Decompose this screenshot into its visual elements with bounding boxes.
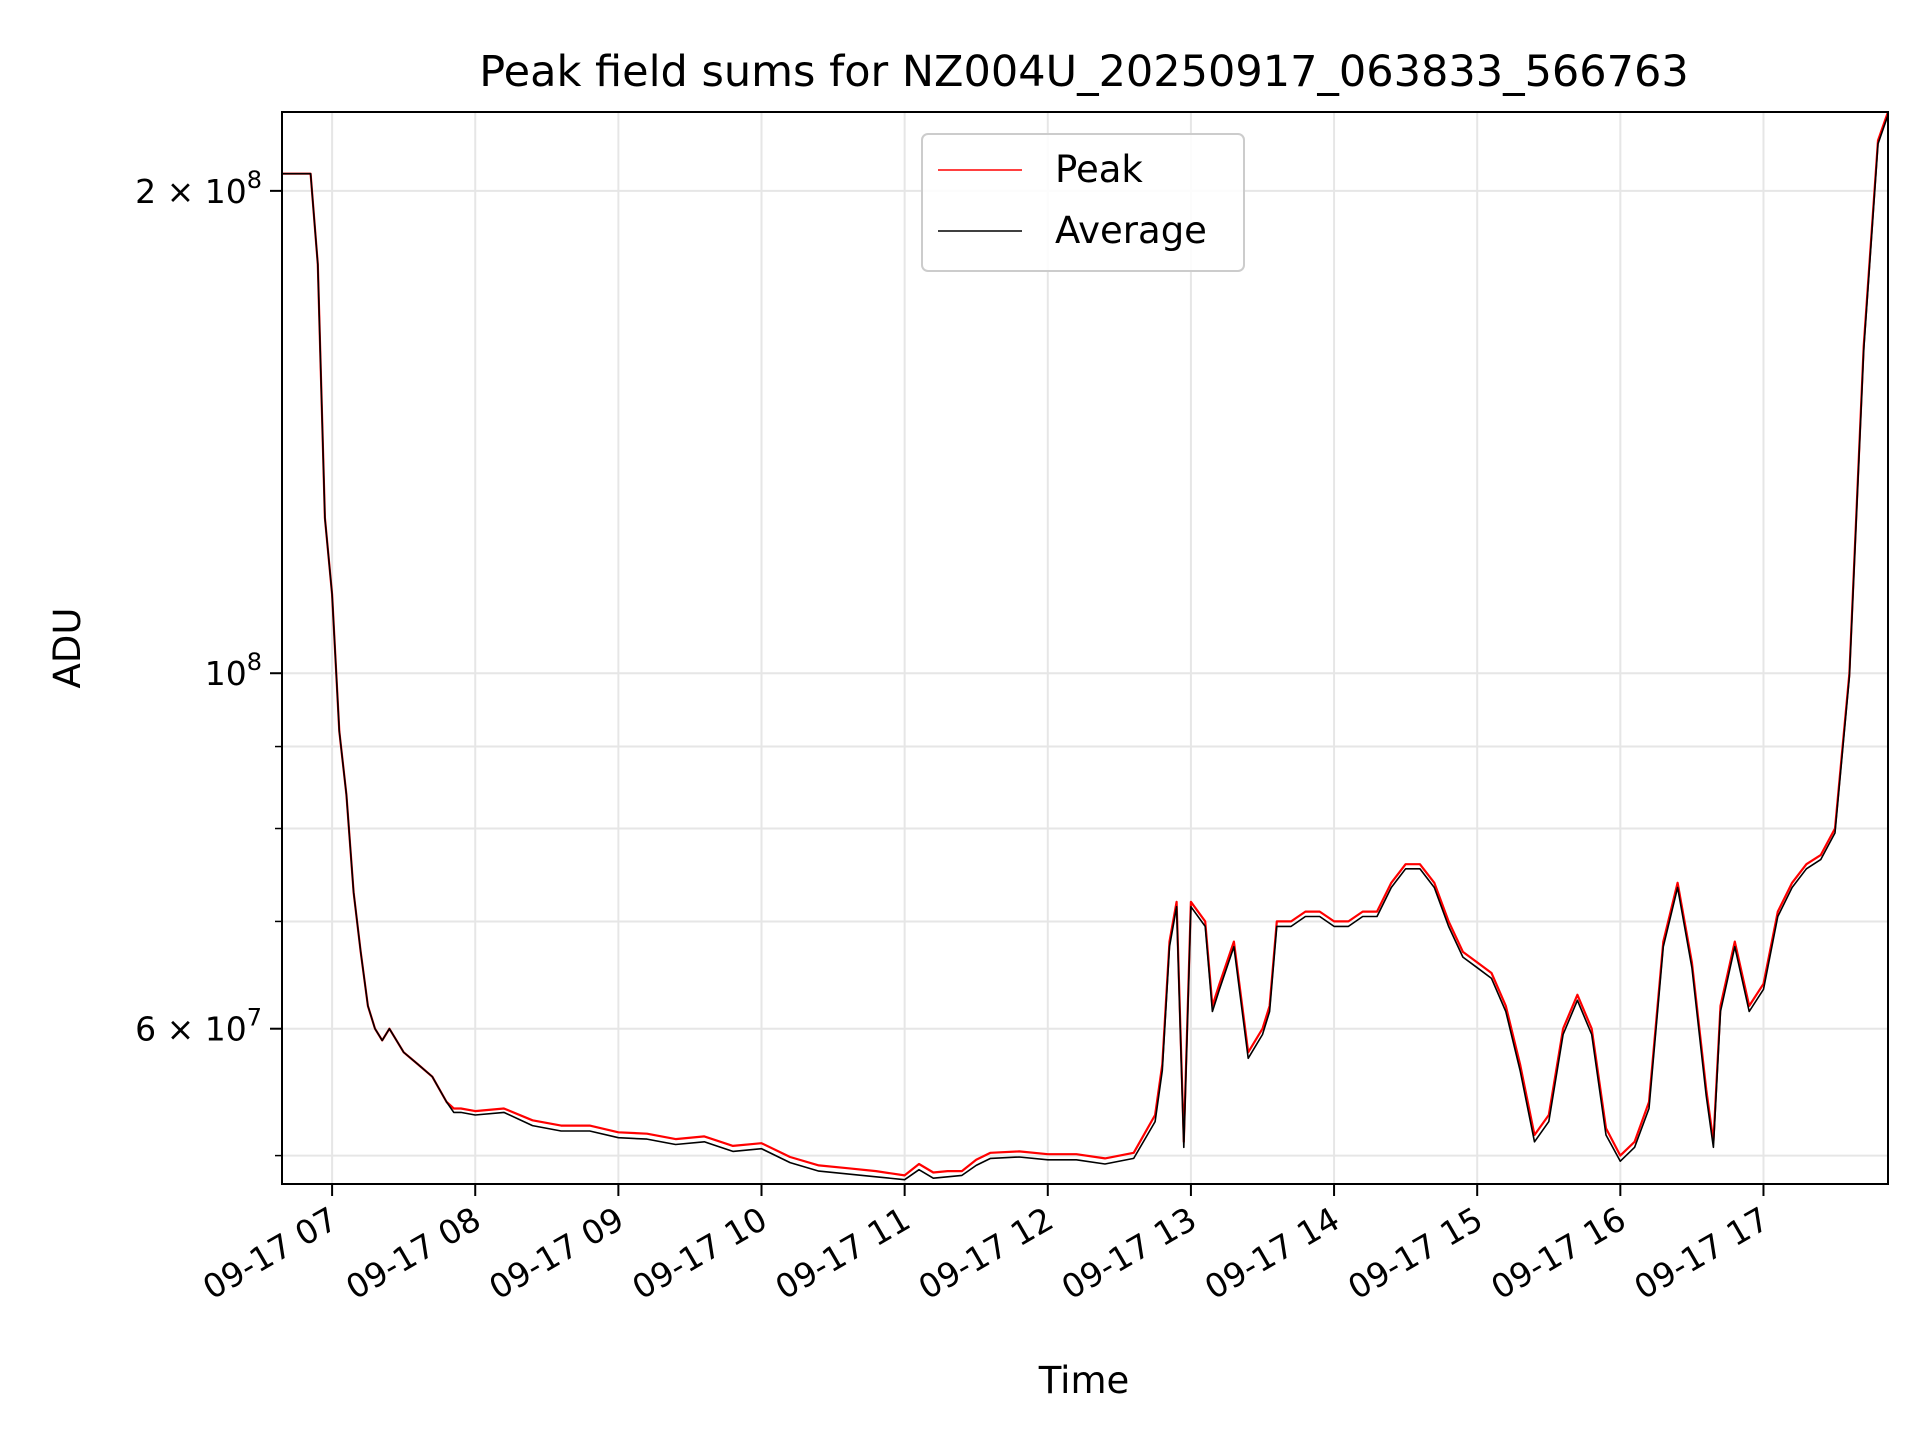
legend-box — [921, 133, 1245, 272]
y-tick-label: 2 × 108 — [135, 166, 262, 211]
legend-label-average: Average — [1055, 209, 1207, 252]
x-axis-label: Time — [1038, 1359, 1130, 1402]
series-line-average — [282, 114, 1889, 1181]
y-tick-exponent: 8 — [247, 166, 262, 194]
y-tick-mantissa: 2 × 10 — [135, 172, 247, 211]
y-axis-label: ADU — [46, 608, 89, 689]
y-tick-exponent: 8 — [247, 648, 262, 676]
y-tick-mantissa: 6 × 10 — [135, 1010, 247, 1049]
legend: Peak Average — [921, 133, 1245, 272]
y-tick-mantissa: 10 — [205, 654, 247, 693]
y-tick-label: 108 — [205, 648, 262, 693]
plot-frame — [281, 111, 1889, 1185]
chart-title: Peak field sums for NZ004U_20250917_0638… — [479, 47, 1688, 97]
plot-lines — [282, 111, 1890, 1181]
legend-label-peak: Peak — [1055, 148, 1143, 191]
grid — [282, 112, 1888, 1184]
y-tick-exponent: 7 — [247, 1004, 262, 1032]
y-tick-label: 6 × 107 — [135, 1004, 262, 1049]
